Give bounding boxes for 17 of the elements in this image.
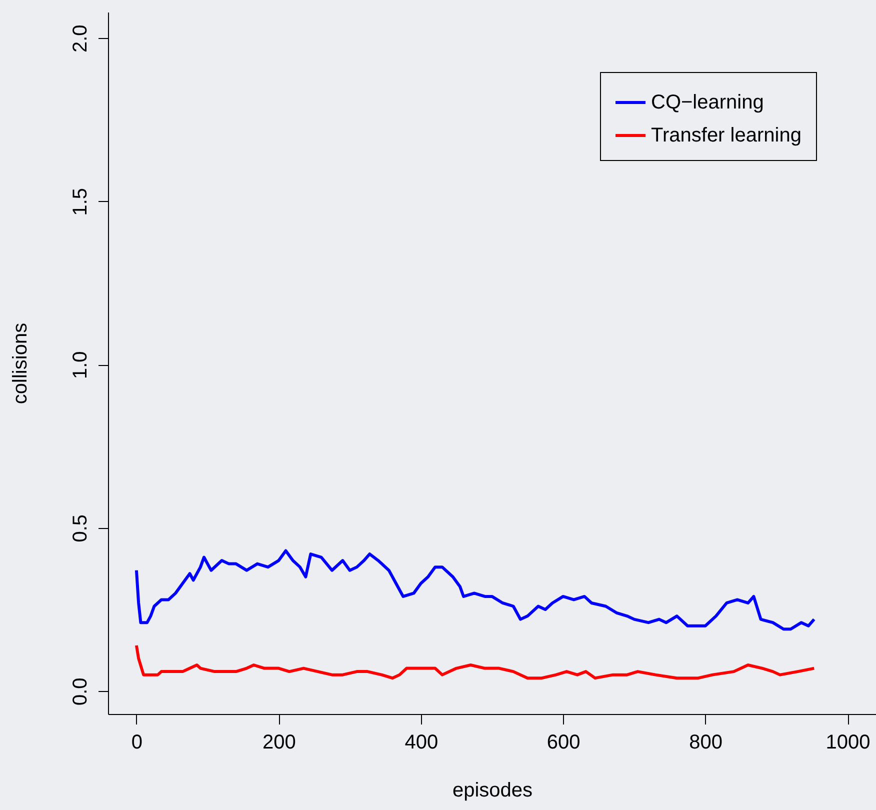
- x-tick-label: 600: [546, 732, 580, 754]
- x-tick-label: 200: [262, 732, 296, 754]
- y-tick-label: 1.5: [70, 188, 92, 216]
- y-tick-label: 0.0: [70, 678, 92, 706]
- legend-label: CQ−learning: [651, 92, 764, 114]
- x-tick-label: 1000: [826, 732, 870, 754]
- x-tick-label: 400: [404, 732, 438, 754]
- x-axis-title: episodes: [452, 780, 533, 802]
- legend-label: Transfer learning: [651, 124, 802, 146]
- line-series: [134, 644, 816, 680]
- y-tick-label: 0.5: [70, 514, 92, 542]
- y-tick-label: 1.0: [70, 351, 92, 380]
- x-tick-label: 800: [689, 732, 723, 754]
- y-tick-label: 2.0: [70, 24, 92, 53]
- x-tick-label: 0: [131, 732, 143, 754]
- line-series: [134, 549, 816, 631]
- y-axis-title: collisions: [10, 322, 32, 404]
